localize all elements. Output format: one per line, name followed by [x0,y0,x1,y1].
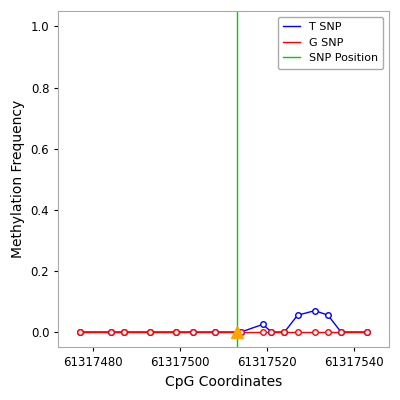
Y-axis label: Methylation Frequency: Methylation Frequency [11,100,25,258]
X-axis label: CpG Coordinates: CpG Coordinates [165,375,282,389]
Legend: T SNP, G SNP, SNP Position: T SNP, G SNP, SNP Position [278,17,383,69]
